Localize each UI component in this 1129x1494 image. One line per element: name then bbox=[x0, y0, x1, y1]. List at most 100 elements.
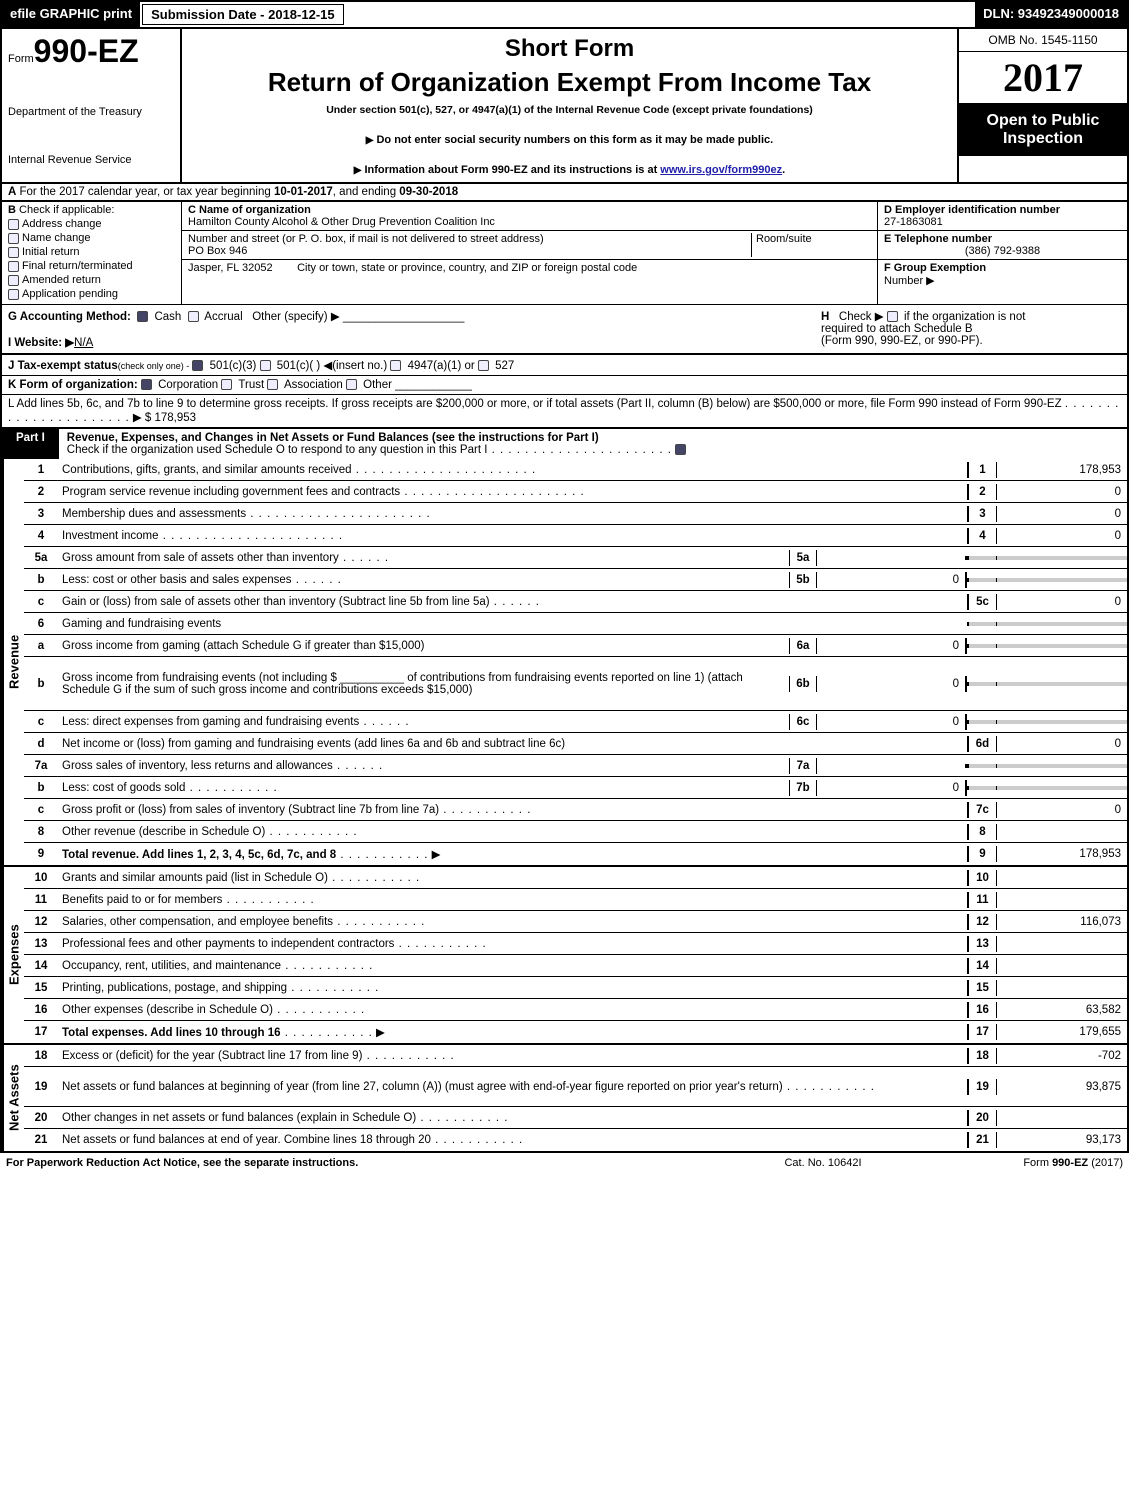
ln10-bn: 10 bbox=[967, 870, 997, 886]
chk-trust[interactable] bbox=[221, 379, 232, 390]
ln17-d: Total expenses. Add lines 10 through 16 … bbox=[58, 1023, 967, 1041]
chk-name-change[interactable]: Name change bbox=[8, 232, 175, 244]
line-15: 15Printing, publications, postage, and s… bbox=[24, 977, 1127, 999]
line-9: 9Total revenue. Add lines 1, 2, 3, 4, 5c… bbox=[24, 843, 1127, 865]
ln20-v bbox=[997, 1116, 1127, 1120]
ln5b-mn: 5b bbox=[789, 572, 817, 588]
c-addr-box: Number and street (or P. O. box, if mail… bbox=[182, 231, 877, 260]
note-1: Do not enter social security numbers on … bbox=[192, 134, 947, 146]
ln21-d: Net assets or fund balances at end of ye… bbox=[58, 1132, 967, 1148]
ln6c-n: c bbox=[24, 714, 58, 730]
ln21-v: 93,173 bbox=[997, 1132, 1127, 1148]
chk-cash[interactable] bbox=[137, 311, 148, 322]
ln11-v bbox=[997, 898, 1127, 902]
ln6c-g2 bbox=[997, 720, 1127, 724]
col-def: D Employer identification number 27-1863… bbox=[877, 202, 1127, 304]
footer-right-bold: 990-EZ bbox=[1052, 1157, 1088, 1169]
ln10-d: Grants and similar amounts paid (list in… bbox=[58, 870, 967, 886]
ln2-n: 2 bbox=[24, 484, 58, 500]
ln5b-d: Less: cost or other basis and sales expe… bbox=[58, 572, 789, 588]
instructions-link[interactable]: www.irs.gov/form990ez bbox=[660, 164, 782, 176]
chk-h[interactable] bbox=[887, 311, 898, 322]
ln15-bn: 15 bbox=[967, 980, 997, 996]
ln5a-g2 bbox=[997, 556, 1127, 560]
ln9-bn: 9 bbox=[967, 846, 997, 862]
line-7c: cGross profit or (loss) from sales of in… bbox=[24, 799, 1127, 821]
form-id-block: Form990-EZ Department of the Treasury In… bbox=[2, 29, 182, 182]
dln: DLN: 93492349000018 bbox=[975, 2, 1127, 27]
note-2: Information about Form 990-EZ and its in… bbox=[192, 164, 947, 176]
ln7b-mn: 7b bbox=[789, 780, 817, 796]
ln19-d: Net assets or fund balances at beginning… bbox=[58, 1079, 967, 1095]
ln6a-g1 bbox=[967, 644, 997, 648]
ln4-d: Investment income bbox=[58, 528, 967, 544]
ln7b-g1 bbox=[967, 786, 997, 790]
ln17-v: 179,655 bbox=[997, 1024, 1127, 1040]
g-cash: Cash bbox=[154, 311, 181, 323]
chk-accrual[interactable] bbox=[188, 311, 199, 322]
f-label2: Number bbox=[884, 275, 923, 287]
ln5c-bn: 5c bbox=[967, 594, 997, 610]
chk-address-change[interactable]: Address change bbox=[8, 218, 175, 230]
col-b: B Check if applicable: Address change Na… bbox=[2, 202, 182, 304]
chk-initial-return[interactable]: Initial return bbox=[8, 246, 175, 258]
line-19: 19Net assets or fund balances at beginni… bbox=[24, 1067, 1127, 1107]
h-block: H Check ▶ if the organization is not req… bbox=[821, 309, 1121, 349]
ln19-n: 19 bbox=[24, 1079, 58, 1095]
chk-other[interactable] bbox=[346, 379, 357, 390]
ln6b-mn: 6b bbox=[789, 676, 817, 692]
ln7c-v: 0 bbox=[997, 802, 1127, 818]
col-c: C Name of organization Hamilton County A… bbox=[182, 202, 877, 304]
part-1-header: Part I Revenue, Expenses, and Changes in… bbox=[0, 429, 1129, 459]
chk-schedule-o[interactable] bbox=[675, 444, 686, 455]
ln6-g1 bbox=[967, 622, 997, 626]
subdate-value: 2018-12-15 bbox=[268, 7, 335, 22]
section-j: J Tax-exempt status(check only one) - 50… bbox=[0, 355, 1129, 376]
g-other: Other (specify) ▶ bbox=[252, 311, 339, 323]
expenses-vlabel: Expenses bbox=[2, 867, 24, 1043]
ln7b-d: Less: cost of goods sold bbox=[58, 780, 789, 796]
ln18-v: -702 bbox=[997, 1048, 1127, 1064]
ln6d-n: d bbox=[24, 736, 58, 752]
k-o1: Corporation bbox=[158, 379, 218, 391]
chk-527[interactable] bbox=[478, 360, 489, 371]
ln8-bn: 8 bbox=[967, 824, 997, 840]
ln8-n: 8 bbox=[24, 824, 58, 840]
part-1-title: Revenue, Expenses, and Changes in Net As… bbox=[67, 432, 599, 444]
chk-corp[interactable] bbox=[141, 379, 152, 390]
ln17-n: 17 bbox=[24, 1024, 58, 1040]
cell-e: E Telephone number (386) 792-9388 bbox=[878, 231, 1127, 260]
ln6c-mv: 0 bbox=[817, 714, 967, 730]
chk-501c3[interactable] bbox=[192, 360, 203, 371]
cell-f: F Group Exemption Number ▶ bbox=[878, 260, 1127, 289]
ln8-d: Other revenue (describe in Schedule O) bbox=[58, 824, 967, 840]
footer-right-pre: Form bbox=[1023, 1157, 1052, 1169]
ln7a-n: 7a bbox=[24, 758, 58, 774]
ln20-n: 20 bbox=[24, 1110, 58, 1126]
chk-501c[interactable] bbox=[260, 360, 271, 371]
k-label: K Form of organization: bbox=[8, 379, 138, 391]
line-4: 4Investment income40 bbox=[24, 525, 1127, 547]
ln13-d: Professional fees and other payments to … bbox=[58, 936, 967, 952]
ln1-d: Contributions, gifts, grants, and simila… bbox=[58, 462, 967, 478]
line-14: 14Occupancy, rent, utilities, and mainte… bbox=[24, 955, 1127, 977]
ln12-bn: 12 bbox=[967, 914, 997, 930]
ein-value: 27-1863081 bbox=[884, 216, 943, 228]
chk-amended-return[interactable]: Amended return bbox=[8, 274, 175, 286]
ln5b-n: b bbox=[24, 572, 58, 588]
line-20: 20Other changes in net assets or fund ba… bbox=[24, 1107, 1127, 1129]
ln5b-mv: 0 bbox=[817, 572, 967, 588]
chk-4947[interactable] bbox=[390, 360, 401, 371]
chk-application-pending[interactable]: Application pending bbox=[8, 288, 175, 300]
dept2: Internal Revenue Service bbox=[8, 154, 174, 166]
org-name: Hamilton County Alcohol & Other Drug Pre… bbox=[188, 216, 495, 228]
ln1-n: 1 bbox=[24, 462, 58, 478]
line-2: 2Program service revenue including gover… bbox=[24, 481, 1127, 503]
ln2-bn: 2 bbox=[967, 484, 997, 500]
ln6b-mv: 0 bbox=[817, 676, 967, 692]
chk-final-return[interactable]: Final return/terminated bbox=[8, 260, 175, 272]
chk-assoc[interactable] bbox=[267, 379, 278, 390]
ln5a-g1 bbox=[967, 556, 997, 560]
ln6b-n: b bbox=[24, 676, 58, 692]
g-label: G Accounting Method: bbox=[8, 311, 131, 323]
